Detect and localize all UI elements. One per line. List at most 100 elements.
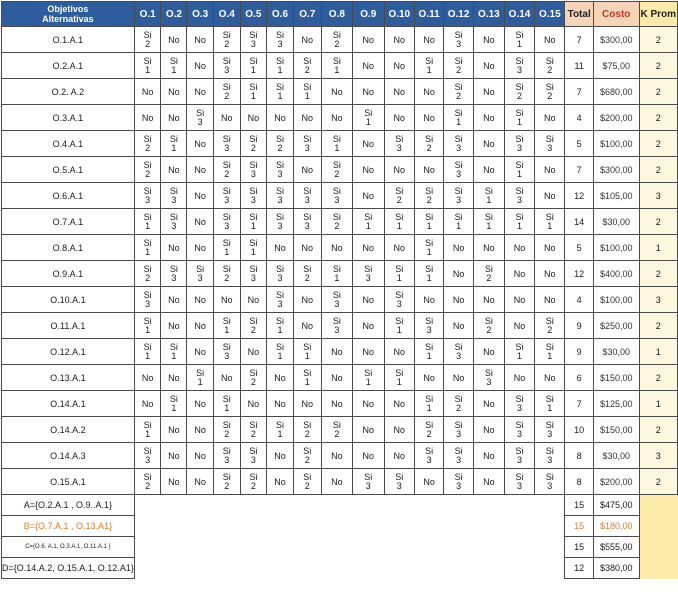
objective-cell[interactable]: No	[160, 78, 188, 105]
objective-cell[interactable]: No	[472, 52, 505, 79]
objective-cell[interactable]: Si 3	[160, 260, 188, 287]
objective-cell[interactable]: Si 3	[503, 416, 536, 443]
total-cell[interactable]: 6	[564, 364, 594, 391]
objective-cell[interactable]: No	[186, 234, 214, 261]
header-objective[interactable]: O.9	[351, 1, 385, 27]
costo-cell[interactable]: $100,00	[592, 286, 640, 313]
set-total[interactable]: 12	[564, 557, 594, 579]
objective-cell[interactable]: Si 1	[239, 234, 268, 261]
costo-cell[interactable]: $105,00	[592, 182, 640, 209]
objective-cell[interactable]: No	[186, 78, 214, 105]
objective-cell[interactable]: No	[212, 286, 241, 313]
objective-cell[interactable]: No	[186, 442, 214, 469]
objective-cell[interactable]: Si 3	[383, 468, 415, 495]
objective-cell[interactable]: No	[383, 338, 415, 365]
objective-cell[interactable]: No	[413, 26, 445, 53]
objective-cell[interactable]: Si 1	[413, 208, 445, 235]
objective-cell[interactable]: Si 1	[503, 208, 536, 235]
objective-cell[interactable]: No	[351, 78, 385, 105]
objective-cell[interactable]: Si 3	[443, 442, 474, 469]
objective-cell[interactable]: No	[534, 182, 566, 209]
objective-cell[interactable]: No	[383, 234, 415, 261]
objective-cell[interactable]: No	[383, 390, 415, 417]
objective-cell[interactable]: Si 2	[443, 52, 474, 79]
costo-cell[interactable]: $30,00	[592, 338, 640, 365]
total-cell[interactable]: 12	[564, 182, 594, 209]
objective-cell[interactable]: No	[472, 338, 505, 365]
objective-cell[interactable]: Si 3	[351, 468, 385, 495]
objective-cell[interactable]: No	[186, 286, 214, 313]
objective-cell[interactable]: No	[383, 442, 415, 469]
objective-cell[interactable]: Si 1	[472, 182, 505, 209]
alternative-cell[interactable]: O.4.A.1	[1, 130, 135, 157]
objective-cell[interactable]: Si 2	[239, 416, 268, 443]
k-prom-cell[interactable]: 2	[638, 312, 678, 339]
objective-cell[interactable]: No	[292, 390, 322, 417]
objective-cell[interactable]: Si 2	[212, 468, 241, 495]
objective-cell[interactable]: No	[292, 156, 322, 183]
objective-cell[interactable]: No	[320, 78, 353, 105]
k-prom-cell[interactable]: 3	[638, 286, 678, 313]
objective-cell[interactable]: Si 2	[292, 260, 322, 287]
objective-cell[interactable]: Si 3	[266, 182, 294, 209]
objective-cell[interactable]: No	[351, 130, 385, 157]
total-cell[interactable]: 11	[564, 52, 594, 79]
objective-cell[interactable]: No	[160, 364, 188, 391]
objective-cell[interactable]: Si 3	[186, 104, 214, 131]
objective-cell[interactable]: No	[472, 416, 505, 443]
objective-cell[interactable]: No	[443, 364, 474, 391]
total-cell[interactable]: 10	[564, 416, 594, 443]
objective-cell[interactable]: No	[472, 442, 505, 469]
objective-cell[interactable]: Si 1	[266, 338, 294, 365]
objective-cell[interactable]: Si 1	[266, 52, 294, 79]
objective-cell[interactable]: No	[351, 156, 385, 183]
objective-cell[interactable]: Si 2	[239, 130, 268, 157]
objective-cell[interactable]: No	[472, 104, 505, 131]
objective-cell[interactable]: Si 3	[351, 260, 385, 287]
objective-cell[interactable]: Si 3	[266, 156, 294, 183]
set-label[interactable]: B={O.7.A.1 , O.13.A1}	[1, 515, 135, 537]
alternative-cell[interactable]: O.9.A.1	[1, 260, 135, 287]
objective-cell[interactable]: Si 3	[266, 208, 294, 235]
objective-cell[interactable]: Si 2	[443, 78, 474, 105]
objective-cell[interactable]: No	[383, 416, 415, 443]
header-objective[interactable]: O.7	[292, 1, 322, 27]
objective-cell[interactable]: Si 2	[212, 26, 241, 53]
objective-cell[interactable]: Si 1	[292, 364, 322, 391]
objective-cell[interactable]: No	[160, 234, 188, 261]
set-label[interactable]: C={O.6. A.1, O.3.A.1, O.11.A.1 }	[1, 536, 135, 558]
objective-cell[interactable]: No	[160, 26, 188, 53]
objective-cell[interactable]: Si 2	[413, 130, 445, 157]
objective-cell[interactable]: Si 3	[534, 416, 566, 443]
set-costo[interactable]: $180,00	[592, 515, 640, 537]
header-k-prom[interactable]: K Prom	[638, 1, 678, 27]
objective-cell[interactable]: No	[239, 390, 268, 417]
objective-cell[interactable]: Si 3	[443, 468, 474, 495]
objective-cell[interactable]: Si 1	[413, 338, 445, 365]
objective-cell[interactable]: Si 3	[320, 182, 353, 209]
objective-cell[interactable]: No	[186, 182, 214, 209]
objective-cell[interactable]: No	[472, 390, 505, 417]
objective-cell[interactable]: Si 2	[292, 468, 322, 495]
total-cell[interactable]: 12	[564, 260, 594, 287]
objective-cell[interactable]: No	[292, 26, 322, 53]
objective-cell[interactable]: No	[186, 52, 214, 79]
objective-cell[interactable]: Si 1	[160, 52, 188, 79]
objective-cell[interactable]: No	[351, 26, 385, 53]
objective-cell[interactable]: Si 3	[472, 364, 505, 391]
objective-cell[interactable]: Si 1	[534, 208, 566, 235]
objective-cell[interactable]: Si 3	[503, 182, 536, 209]
costo-cell[interactable]: $100,00	[592, 130, 640, 157]
objective-cell[interactable]: Si 3	[239, 156, 268, 183]
objective-cell[interactable]: No	[413, 364, 445, 391]
objective-cell[interactable]: No	[133, 78, 162, 105]
objective-cell[interactable]: No	[472, 468, 505, 495]
total-cell[interactable]: 8	[564, 468, 594, 495]
objective-cell[interactable]: No	[472, 78, 505, 105]
total-cell[interactable]: 5	[564, 130, 594, 157]
header-objective[interactable]: O.12	[443, 1, 474, 27]
objective-cell[interactable]: Si 1	[383, 312, 415, 339]
objective-cell[interactable]: Si 1	[212, 312, 241, 339]
objective-cell[interactable]: Si 3	[320, 286, 353, 313]
objective-cell[interactable]: Si 3	[534, 442, 566, 469]
